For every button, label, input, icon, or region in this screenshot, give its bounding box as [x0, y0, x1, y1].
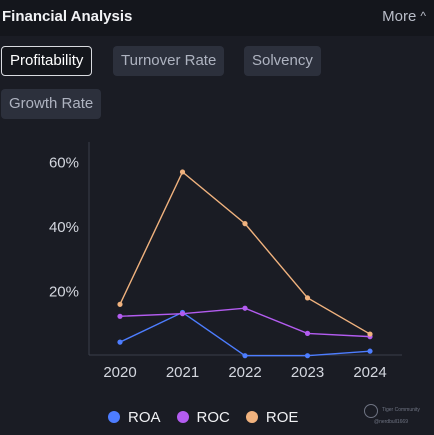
more-button[interactable]: More ^: [382, 8, 426, 25]
x-tick-label: 2020: [103, 364, 136, 381]
tab-growth-rate[interactable]: Growth Rate: [1, 89, 102, 119]
legend-label-roe: ROE: [265, 408, 299, 426]
data-point-roe: [117, 301, 123, 307]
chart-legend: ROA ROC ROE: [108, 408, 314, 426]
y-tick-label: 20%: [49, 283, 79, 300]
data-point-roc: [304, 330, 311, 336]
x-tick-label: 2024: [353, 364, 386, 381]
x-tick-label: 2023: [291, 364, 324, 381]
legend-item-roe[interactable]: ROE: [245, 408, 299, 426]
x-tick-label: 2021: [166, 364, 199, 381]
data-point-roe: [242, 221, 248, 227]
legend-swatch-roa: [108, 411, 120, 423]
watermark-handle: @nerdbull1669: [374, 419, 408, 425]
data-point-roa: [304, 353, 311, 359]
watermark: Tiger Community @nerdbull1669: [364, 402, 426, 430]
tiger-logo-icon: [364, 404, 378, 418]
data-point-roe: [179, 169, 186, 175]
more-label: More: [382, 8, 417, 25]
line-chart: 20% 40% 60% 2020 2021 2022 2023 2024: [49, 142, 402, 381]
legend-swatch-roe: [245, 411, 258, 423]
data-point-roc: [117, 313, 123, 319]
y-tick-label: 40%: [49, 219, 79, 236]
header-bar: Financial Analysis More ^: [0, 0, 434, 36]
page-title: Financial Analysis: [2, 8, 133, 25]
data-point-roa: [367, 348, 373, 354]
legend-item-roc[interactable]: ROC: [176, 408, 230, 426]
data-point-roa: [117, 339, 123, 345]
data-point-roe: [304, 295, 311, 301]
data-point-roc: [242, 305, 248, 311]
tab-turnover-rate[interactable]: Turnover Rate: [113, 46, 225, 76]
tab-solvency[interactable]: Solvency: [244, 46, 321, 76]
data-point-roc: [179, 311, 186, 317]
x-tick-label: 2022: [228, 364, 261, 381]
data-point-roe: [367, 331, 373, 337]
chevron-up-icon: ^: [420, 9, 426, 23]
legend-label-roa: ROA: [128, 408, 161, 426]
legend-swatch-roc: [176, 411, 189, 423]
tab-profitability[interactable]: Profitability: [1, 46, 93, 76]
y-tick-label: 60%: [49, 154, 79, 171]
data-point-roa: [242, 353, 248, 359]
legend-item-roa[interactable]: ROA: [108, 409, 161, 426]
legend-label-roc: ROC: [196, 408, 230, 426]
watermark-brand: Tiger Community: [382, 407, 420, 413]
